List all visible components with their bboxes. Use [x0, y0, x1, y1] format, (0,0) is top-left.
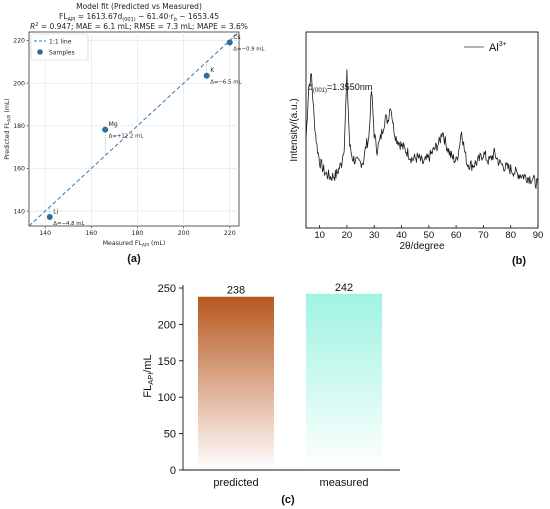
y-tick-label: 200 — [158, 319, 176, 331]
x-tick-label: 20 — [342, 230, 353, 241]
x-tick-label: 200 — [178, 230, 190, 237]
panel-c-categories: predicted measured — [213, 477, 368, 489]
data-point — [46, 214, 53, 221]
y-tick-label: 200 — [13, 80, 25, 87]
x-tick-label: 160 — [85, 230, 97, 237]
x-tick-label: 10 — [314, 230, 325, 241]
panel-a-caption: (a) — [127, 253, 141, 265]
bar-measured — [306, 293, 382, 470]
legend-samples-swatch — [37, 49, 43, 55]
point-label: Li — [53, 209, 58, 216]
x-tick-label: 60 — [451, 230, 462, 241]
point-delta-label: Δ=−0.9 mL — [233, 46, 264, 52]
panel-a-y-label: Predicted FLAPI (mL) — [4, 98, 13, 159]
panel-c-y-label: FLAPI/mL — [142, 354, 155, 397]
bar-value-label: 238 — [227, 285, 245, 297]
point-group-mg: Mg Δ=+12.2 mL — [102, 121, 143, 156]
panel-b-d001-annotation: d(001)=1.3550nm — [308, 82, 372, 94]
y-tick-label: 50 — [164, 429, 176, 441]
series-al3-curve — [305, 69, 539, 189]
point-delta-label: Δ=+12.2 mL — [109, 134, 144, 140]
x-tick-label: 220 — [224, 230, 236, 237]
panel-b-xrd: 10 20 30 40 50 60 70 80 90 Al3+ d(001)=1.3550nm … — [289, 31, 543, 267]
point-group-li: Li Δ=−4.8 mL — [46, 206, 85, 227]
panel-b-caption: (b) — [512, 255, 526, 267]
panel-b-x-label: 2θ/degree — [399, 241, 444, 252]
panel-b-legend: Al3+ — [464, 41, 507, 54]
point-label: Mg — [109, 121, 118, 128]
y-tick-label: 140 — [13, 208, 25, 215]
panel-a-title: Model fit (Predicted vs Measured) — [76, 2, 202, 11]
panel-a-equation: FLAPI = 1613.67d(001) − 61.40·rb − 1653.… — [59, 12, 219, 23]
point-delta-label: Δ=−4.8 mL — [53, 221, 84, 227]
category-label: measured — [320, 477, 369, 489]
panel-b-plot-frame — [305, 31, 539, 229]
y-tick-label: 180 — [13, 123, 25, 130]
data-point — [102, 126, 109, 133]
data-point — [226, 39, 233, 46]
panel-c-caption: (c) — [281, 494, 295, 506]
y-tick-label: 100 — [158, 392, 176, 404]
panel-c-bars: 238 242 — [198, 282, 382, 470]
panel-c-y-ticks: 0 50 100 150 200 250 — [158, 283, 183, 477]
data-point — [203, 72, 210, 79]
bar-predicted — [198, 296, 274, 470]
y-tick-label: 150 — [158, 356, 176, 368]
bar-value-label: 242 — [335, 282, 353, 294]
x-tick-label: 140 — [39, 230, 51, 237]
y-tick-label: 250 — [158, 283, 176, 295]
panel-a-x-label: Measured FLAPI (mL) — [103, 240, 166, 249]
point-label: K — [210, 67, 215, 74]
x-tick-label: 80 — [505, 230, 516, 241]
panel-a-y-ticks: 140 160 180 200 220 — [13, 38, 29, 215]
panel-a-legend: 1:1 line Samples — [30, 33, 89, 61]
y-tick-label: 0 — [170, 465, 176, 477]
panel-a-scatter: Model fit (Predicted vs Measured) FLAPI … — [4, 2, 265, 265]
point-delta-label: Δ=−6.5 mL — [210, 80, 241, 86]
panel-a-metrics: R2 = 0.947; MAE = 6.1 mL; RMSE = 7.3 mL;… — [30, 22, 248, 31]
x-tick-label: 40 — [396, 230, 407, 241]
panel-b-x-ticks: 10 20 30 40 50 60 70 80 90 — [314, 225, 543, 241]
x-tick-label: 180 — [132, 230, 144, 237]
panel-a-x-ticks: 140 160 180 200 220 — [39, 226, 236, 237]
panel-b-y-label: Intensity/(a.u.) — [289, 98, 300, 161]
point-group-k: K Δ=−6.5 mL — [203, 61, 241, 86]
x-tick-label: 70 — [478, 230, 489, 241]
legend-entry-samples: Samples — [49, 50, 75, 57]
y-tick-label: 220 — [13, 38, 25, 45]
x-tick-label: 90 — [533, 230, 544, 241]
panel-c-bar: 238 242 0 50 100 150 200 250 predicted measured… — [142, 282, 400, 506]
point-group-cs: Cs Δ=−0.9 mL — [226, 34, 265, 52]
legend-al3-label: Al3+ — [489, 41, 507, 54]
y-tick-label: 160 — [13, 166, 25, 173]
legend-entry-line: 1:1 line — [49, 39, 72, 46]
point-label: Cs — [233, 34, 240, 41]
x-tick-label: 30 — [369, 230, 380, 241]
panel-a-points: Li Δ=−4.8 mL Mg Δ=+12.2 mL K Δ=−6.5 mL Cs Δ=−0.… — [46, 34, 265, 227]
category-label: predicted — [213, 477, 258, 489]
panel-a-identity-line — [28, 31, 240, 227]
x-tick-label: 50 — [424, 230, 435, 241]
